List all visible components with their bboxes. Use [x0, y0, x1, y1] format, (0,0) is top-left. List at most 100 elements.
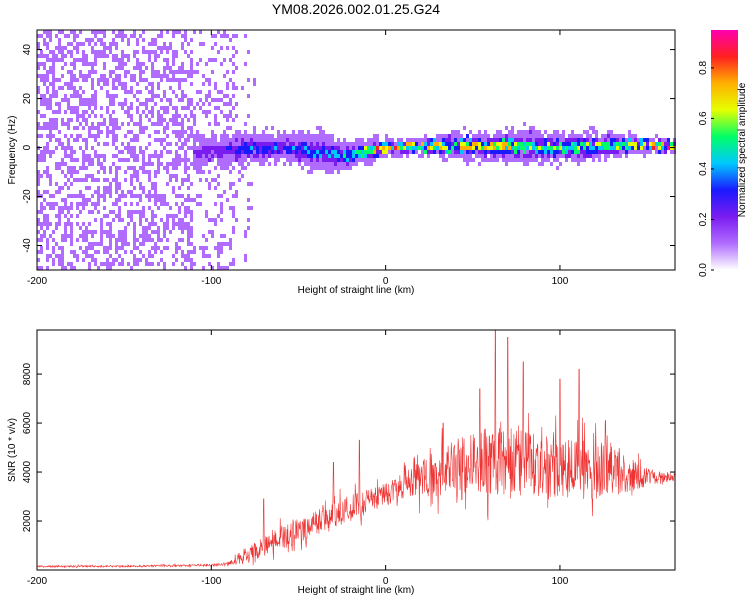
spectrogram-cell — [115, 214, 118, 218]
spectrogram-cell — [457, 142, 460, 146]
spectrogram-cell — [325, 142, 328, 146]
spectrogram-cell — [184, 150, 187, 154]
spectrogram-cell — [259, 142, 262, 146]
spectrogram-cell — [160, 114, 163, 118]
spectrogram-cell — [487, 146, 490, 150]
spectrogram-cell — [52, 86, 55, 90]
spectrogram-cell — [208, 58, 211, 62]
spectrogram-cell — [319, 138, 322, 142]
spectrogram-cell — [241, 158, 244, 162]
spectrogram-cell — [187, 158, 190, 162]
spectrogram-cell — [124, 194, 127, 198]
spectrogram-cell — [367, 150, 370, 154]
spectrogram-cell — [385, 138, 388, 142]
spectrogram-cell — [181, 222, 184, 226]
spectrogram-cell — [190, 94, 193, 98]
spectrogram-cell — [172, 142, 175, 146]
spectrogram-cell — [220, 146, 223, 150]
spectrogram-cell — [163, 70, 166, 74]
spectrogram-cell — [310, 142, 313, 146]
spectrogram-cell — [46, 206, 49, 210]
spectrogram-cell — [172, 130, 175, 134]
spectrogram-cell — [397, 142, 400, 146]
spectrogram-cell — [550, 154, 553, 158]
spectrogram-cell — [256, 134, 259, 138]
spectrogram-cell — [76, 34, 79, 38]
spectrogram-cell — [529, 146, 532, 150]
spectrogram-cell — [190, 162, 193, 166]
spectrogram-cell — [76, 118, 79, 122]
spectrogram-cell — [286, 154, 289, 158]
spectrogram-cell — [160, 50, 163, 54]
spectrogram-cell — [337, 138, 340, 142]
spectrogram-cell — [268, 162, 271, 166]
spectrogram-cell — [58, 254, 61, 258]
spectrogram-cell — [163, 94, 166, 98]
spectrogram-cell — [148, 106, 151, 110]
spectrogram-cell — [70, 82, 73, 86]
spectrogram-cell — [145, 174, 148, 178]
spectrogram-cell — [193, 246, 196, 250]
spectrogram-cell — [40, 74, 43, 78]
spectrogram-cell — [151, 90, 154, 94]
spectrogram-cell — [55, 122, 58, 126]
spectrogram-cell — [364, 142, 367, 146]
spectrogram-cell — [172, 82, 175, 86]
spectrogram-cell — [154, 74, 157, 78]
spectrogram-cell — [151, 38, 154, 42]
spectrogram-cell — [40, 62, 43, 66]
spectrogram-cell — [76, 138, 79, 142]
spectrogram-cell — [172, 46, 175, 50]
spectrogram-cell — [52, 150, 55, 154]
spectrogram-cell — [226, 266, 229, 270]
spectrogram-cell — [58, 30, 61, 34]
spectrogram-cell — [49, 30, 52, 34]
spectrogram-cell — [217, 150, 220, 154]
spectrogram-cell — [106, 190, 109, 194]
spectrogram-cell — [88, 178, 91, 182]
spectrogram-cell — [184, 222, 187, 226]
spectrogram-cell — [535, 146, 538, 150]
spectrogram-cell — [229, 162, 232, 166]
spectrogram-cell — [154, 190, 157, 194]
spectrogram-cell — [73, 78, 76, 82]
spectrogram-cell — [502, 138, 505, 142]
spectrogram-cell — [169, 42, 172, 46]
spectrogram-cell — [166, 126, 169, 130]
spectrogram-cell — [88, 122, 91, 126]
spectrogram-cell — [43, 154, 46, 158]
spectrogram-cell — [175, 166, 178, 170]
spectrogram-cell — [112, 130, 115, 134]
spectrogram-cell — [112, 218, 115, 222]
spectrogram-cell — [79, 114, 82, 118]
spectrogram-cell — [118, 234, 121, 238]
spectrogram-cell — [223, 234, 226, 238]
spectrogram-cell — [253, 118, 256, 122]
spectrogram-cell — [550, 138, 553, 142]
spectrogram-cell — [61, 74, 64, 78]
spectrogram-cell — [145, 226, 148, 230]
spectrogram-cell — [70, 30, 73, 34]
spectrogram-cell — [157, 238, 160, 242]
spectrogram-cell — [157, 158, 160, 162]
spectrogram-cell — [232, 206, 235, 210]
spectrogram-cell — [214, 118, 217, 122]
spectrogram-cell — [70, 234, 73, 238]
spectrogram-cell — [61, 30, 64, 34]
spectrogram-cell — [607, 146, 610, 150]
spectrogram-cell — [580, 142, 583, 146]
spectrogram-cell — [55, 230, 58, 234]
spectrogram-cell — [112, 178, 115, 182]
spectrogram-cell — [112, 70, 115, 74]
spectrogram-cell — [367, 154, 370, 158]
spectrogram-cell — [652, 146, 655, 150]
spectrogram-cell — [331, 142, 334, 146]
spectrogram-cell — [154, 238, 157, 242]
spectrogram-cell — [130, 114, 133, 118]
spectrogram-cell — [91, 122, 94, 126]
spectrogram-cell — [181, 138, 184, 142]
spectrogram-cell — [49, 58, 52, 62]
spectrogram-cell — [130, 150, 133, 154]
spectrogram-cell — [358, 150, 361, 154]
